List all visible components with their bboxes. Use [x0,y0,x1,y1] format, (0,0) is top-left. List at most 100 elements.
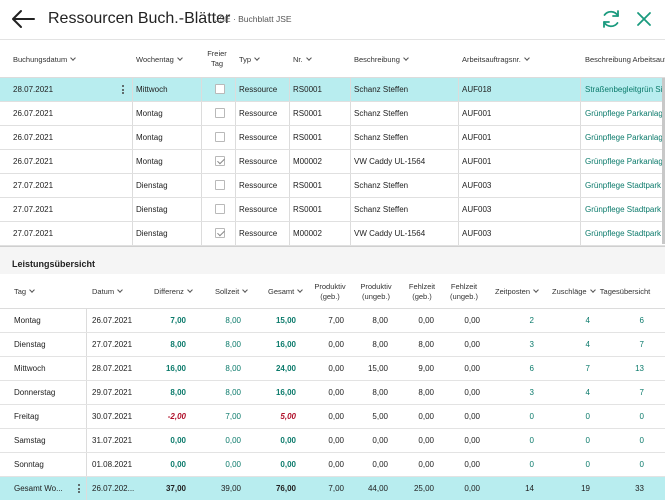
cell-datum[interactable]: 31.07.2021 [92,436,133,445]
cell-description[interactable]: Schanz Steffen [354,133,409,142]
cell-job-no[interactable]: AUF003 [462,205,492,214]
cell-zuschlaege[interactable]: 0 [585,436,590,445]
holiday-checkbox[interactable] [215,108,225,118]
cell-datum[interactable]: 27.07.2021 [92,340,133,349]
col-header-no[interactable]: Nr. [293,40,312,78]
cell-tagesuebersicht[interactable]: 0 [639,436,644,445]
summary-row[interactable]: Mittwoch 28.07.2021 16,00 8,00 24,00 0,00 15,0… [0,357,665,381]
cell-no[interactable]: M00002 [293,229,322,238]
cell-weekday[interactable]: Mittwoch [136,85,168,94]
col-header-holiday[interactable]: Freier Tag [207,49,227,68]
col-header-sollzeit[interactable]: Sollzeit [215,274,249,309]
summary-row[interactable]: Donnerstag 29.07.2021 8,00 8,00 16,00 0,00 8,0… [0,381,665,405]
col-header-type[interactable]: Typ [239,40,260,78]
holiday-checkbox[interactable] [215,228,225,238]
journal-row[interactable]: 27.07.2021 Dienstag Ressource RS0001 Schanz … [0,198,665,222]
col-header-zeitposten[interactable]: Zeitposten [495,274,539,309]
journal-row[interactable]: 27.07.2021 Dienstag Ressource M00002 VW Cadd… [0,222,665,246]
cell-description[interactable]: Schanz Steffen [354,181,409,190]
cell-no[interactable]: RS0001 [293,181,322,190]
cell-job-description[interactable]: Grünpflege Stadtpark [585,205,662,214]
cell-type[interactable]: Ressource [239,85,278,94]
cell-tag[interactable]: Sonntag [14,460,44,469]
cell-zeitposten[interactable]: 0 [529,412,534,421]
cell-zuschlaege[interactable]: 0 [585,460,590,469]
journal-scrollbar[interactable] [662,78,665,244]
cell-tag[interactable]: Mittwoch [14,364,46,373]
cell-tag[interactable]: Gesamt Wo... [14,484,63,493]
holiday-checkbox[interactable] [215,84,225,94]
cell-tagesuebersicht[interactable]: 0 [639,460,644,469]
cell-type[interactable]: Ressource [239,205,278,214]
cell-weekday[interactable]: Dienstag [136,229,168,238]
col-header-datum[interactable]: Datum [92,274,123,309]
cell-job-description[interactable]: Grünpflege Parkanlage [585,109,665,118]
refresh-icon[interactable] [600,8,622,30]
cell-job-description[interactable]: Grünpflege Parkanlage [585,133,665,142]
cell-date[interactable]: 26.07.2021 [13,157,54,166]
cell-job-no[interactable]: AUF001 [462,133,492,142]
back-arrow-icon[interactable] [10,8,36,30]
cell-job-no[interactable]: AUF001 [462,157,492,166]
cell-date[interactable]: 27.07.2021 [13,181,54,190]
cell-no[interactable]: RS0001 [293,205,322,214]
cell-job-description[interactable]: Grünpflege Parkanlage [585,157,665,166]
cell-no[interactable]: RS0001 [293,109,322,118]
cell-tagesuebersicht[interactable]: 6 [639,316,644,325]
cell-zeitposten[interactable]: 3 [529,388,534,397]
cell-description[interactable]: Schanz Steffen [354,109,409,118]
cell-datum[interactable]: 30.07.2021 [92,412,133,421]
summary-row[interactable]: Montag 26.07.2021 7,00 8,00 15,00 7,00 8,00 0,0… [0,309,665,333]
holiday-checkbox[interactable] [215,132,225,142]
row-actions-icon[interactable] [120,78,126,101]
col-header-tagesuebersicht[interactable]: Tagesübersicht [599,286,651,296]
col-header-gesamt[interactable]: Gesamt [268,274,304,309]
cell-tagesuebersicht[interactable]: 0 [639,412,644,421]
summary-row[interactable]: Sonntag 01.08.2021 0,00 0,00 0,00 0,00 0,00 0,0… [0,453,665,477]
cell-zuschlaege[interactable]: 4 [585,316,590,325]
cell-date[interactable]: 27.07.2021 [13,205,54,214]
cell-tagesuebersicht[interactable]: 33 [635,484,644,493]
holiday-checkbox[interactable] [215,204,225,214]
col-header-weekday[interactable]: Wochentag [136,40,183,78]
col-header-date[interactable]: Buchungsdatum [13,40,77,78]
summary-total-row[interactable]: Gesamt Wo... 26.07.202... 37,00 39,00 76,00 7… [0,477,665,500]
cell-zeitposten[interactable]: 6 [529,364,534,373]
cell-datum[interactable]: 29.07.2021 [92,388,133,397]
cell-no[interactable]: RS0001 [293,85,322,94]
journal-row[interactable]: 26.07.2021 Montag Ressource RS0001 Schanz St… [0,126,665,150]
cell-description[interactable]: Schanz Steffen [354,205,409,214]
cell-type[interactable]: Ressource [239,229,278,238]
col-header-zuschlaege[interactable]: Zuschläge [552,274,596,309]
cell-tagesuebersicht[interactable]: 7 [639,388,644,397]
cell-weekday[interactable]: Montag [136,133,163,142]
col-header-prod-ungeb[interactable]: Produktiv (ungeb.) [360,281,392,301]
row-actions-icon[interactable] [76,477,82,500]
cell-tagesuebersicht[interactable]: 13 [635,364,644,373]
journal-row[interactable]: 26.07.2021 Montag Ressource M00002 VW Caddy … [0,150,665,174]
cell-tagesuebersicht[interactable]: 7 [639,340,644,349]
cell-description[interactable]: VW Caddy UL-1564 [354,157,426,166]
cell-description[interactable]: Schanz Steffen [354,85,409,94]
cell-date[interactable]: 26.07.2021 [13,109,54,118]
cell-datum[interactable]: 28.07.2021 [92,364,133,373]
col-header-prod-geb[interactable]: Produktiv (geb.) [314,281,346,301]
journal-row[interactable]: 28.07.2021 Mittwoch Ressource RS0001 Schanz … [0,78,665,102]
cell-date[interactable]: 28.07.2021 [13,85,54,94]
cell-zuschlaege[interactable]: 7 [585,364,590,373]
close-icon[interactable] [634,9,654,29]
holiday-checkbox[interactable] [215,156,225,166]
col-header-description[interactable]: Beschreibung [354,40,409,78]
cell-zeitposten[interactable]: 0 [529,436,534,445]
cell-date[interactable]: 26.07.2021 [13,133,54,142]
cell-job-description[interactable]: Grünpflege Stadtpark [585,181,662,190]
cell-zeitposten[interactable]: 14 [525,484,534,493]
cell-tag[interactable]: Freitag [14,412,39,421]
cell-type[interactable]: Ressource [239,181,278,190]
cell-no[interactable]: M00002 [293,157,322,166]
cell-zuschlaege[interactable]: 0 [585,412,590,421]
cell-date[interactable]: 27.07.2021 [13,229,54,238]
cell-tag[interactable]: Samstag [14,436,46,445]
col-header-differenz[interactable]: Differenz [154,274,193,309]
cell-zuschlaege[interactable]: 4 [585,388,590,397]
